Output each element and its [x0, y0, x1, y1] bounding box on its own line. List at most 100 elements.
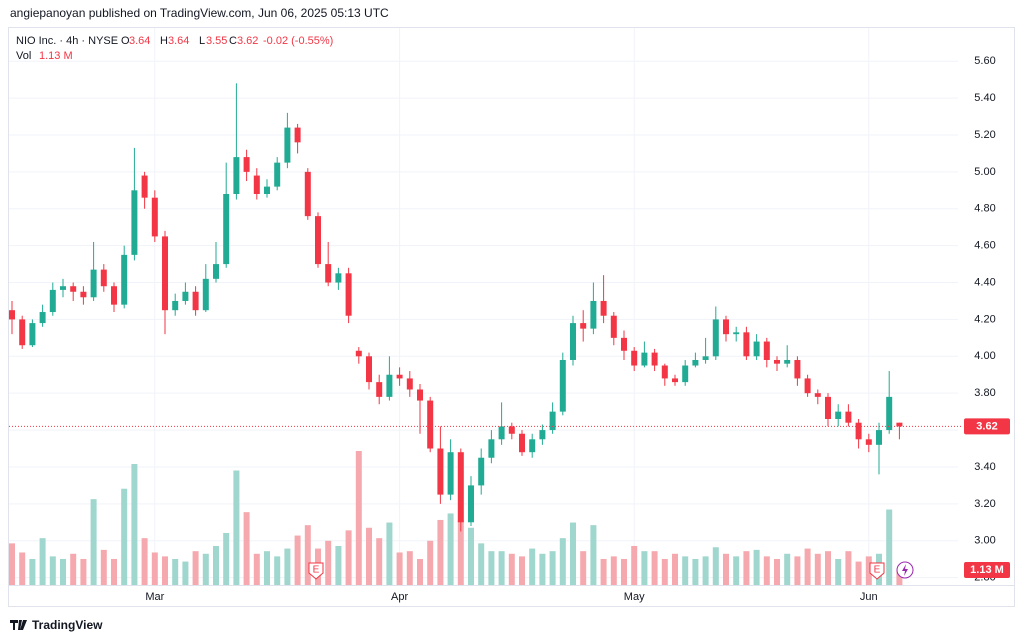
volume-bar	[865, 556, 872, 585]
candle-body	[49, 289, 56, 313]
candle-body	[151, 197, 158, 237]
candle-body	[631, 350, 638, 366]
volume-bar	[478, 543, 485, 585]
volume-bar	[253, 553, 260, 585]
candle-body	[417, 389, 423, 401]
volume-bar	[804, 548, 811, 585]
candle-body	[345, 273, 352, 316]
volume-bar	[498, 551, 505, 585]
candle-body	[876, 430, 882, 445]
earnings-icon: E	[869, 562, 885, 580]
y-tick-label: 3.00	[974, 535, 995, 547]
y-tick-label: 3.20	[974, 498, 995, 510]
candle-body	[610, 315, 617, 338]
candle-body	[743, 332, 750, 357]
volume-bar	[631, 545, 638, 585]
volume-bar	[141, 538, 148, 585]
volume-bar	[437, 519, 444, 585]
volume-bar	[70, 553, 77, 585]
volume-bar	[355, 451, 362, 585]
volume-bar	[274, 556, 281, 585]
candle-body	[682, 365, 689, 383]
volume-bar	[712, 547, 719, 585]
candle-body	[580, 323, 587, 329]
volume-bar	[539, 553, 546, 585]
volume-bar	[661, 558, 668, 585]
candle-body	[70, 286, 77, 292]
candle-body	[478, 457, 485, 486]
candle-body	[396, 374, 403, 379]
candle-body	[376, 382, 383, 397]
candle-body	[427, 400, 434, 449]
candle-body	[865, 439, 872, 445]
plot	[9, 28, 958, 585]
volume-bar	[621, 558, 627, 585]
volume-bar	[784, 553, 791, 585]
candle-body	[131, 190, 138, 255]
volume-bar	[794, 556, 801, 585]
legend-change: -0.02 (-0.55%)	[263, 35, 333, 47]
candle-body	[559, 359, 566, 412]
volume-bar	[182, 561, 189, 585]
candle-body	[763, 341, 770, 360]
candle-body	[825, 396, 831, 420]
volume-bar	[835, 558, 842, 585]
volume-bar	[651, 551, 658, 585]
candle-body	[733, 332, 740, 335]
candle-body	[508, 426, 515, 434]
candle-body	[386, 374, 393, 397]
candle-body	[243, 157, 250, 172]
candle-body	[253, 175, 260, 194]
y-tick-label: 4.20	[974, 313, 995, 325]
candle-body	[621, 337, 627, 351]
volume-bar	[90, 499, 97, 585]
candle-body	[111, 286, 117, 305]
candle-body	[845, 411, 852, 423]
candle-body	[753, 341, 760, 357]
volume-bar	[570, 522, 576, 585]
candle-body	[406, 378, 413, 390]
volume-bar	[457, 519, 464, 585]
volume-bar	[529, 548, 536, 585]
volume-bar	[162, 556, 168, 585]
volume-bar	[549, 551, 556, 585]
candle-body	[661, 365, 668, 379]
earnings-badge	[869, 562, 885, 580]
candle-body	[335, 273, 342, 283]
volume-bar	[743, 551, 750, 585]
logo	[10, 620, 27, 630]
candle-body	[264, 186, 270, 194]
volume-bar	[131, 464, 138, 585]
candle-body	[202, 278, 209, 311]
candle-body	[886, 396, 893, 431]
candle-body	[182, 291, 189, 301]
volume-bar	[202, 553, 209, 585]
candle-body	[641, 352, 648, 366]
candle-body	[274, 162, 281, 187]
volume-bar	[825, 551, 831, 585]
volume-bar	[417, 558, 423, 585]
last-price-badge	[964, 418, 1010, 435]
dividend-icon	[896, 561, 914, 579]
candle-body	[539, 430, 546, 440]
volume-bar	[580, 551, 587, 585]
volume-bar	[753, 549, 760, 585]
lightning	[902, 564, 908, 576]
volume-bar	[192, 551, 199, 585]
volume-bar	[386, 522, 393, 585]
last-volume-label: 1.13 M	[970, 564, 1004, 576]
earnings-icon: E	[308, 562, 324, 580]
volume-bar	[733, 556, 740, 585]
volume-bar	[508, 553, 515, 585]
candle-body	[172, 300, 179, 311]
candle-body	[284, 127, 291, 163]
frame	[8, 27, 1015, 607]
volume-bar	[366, 527, 372, 585]
candle-body	[804, 378, 811, 394]
candle-body	[794, 359, 801, 379]
volume-bar	[243, 512, 250, 585]
volume-bar	[111, 558, 117, 585]
candle-body	[223, 193, 230, 265]
legend-h-value: 3.64	[168, 35, 189, 47]
candle-body	[549, 411, 556, 431]
